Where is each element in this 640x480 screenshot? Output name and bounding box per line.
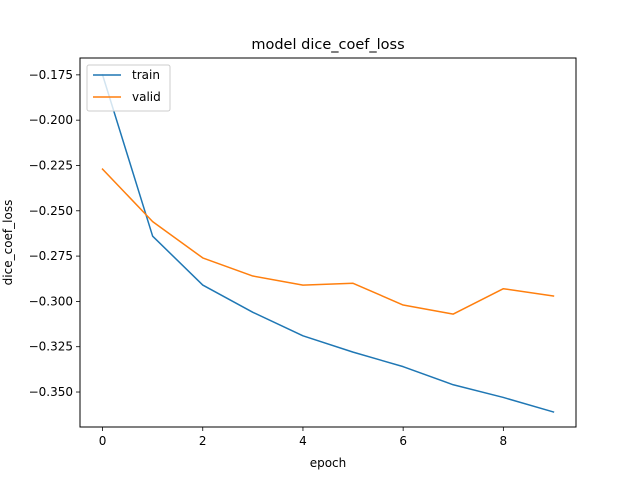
x-axis-ticks: 0 2 4 6 8: [99, 427, 507, 448]
y-axis-label: dice_coef_loss: [1, 200, 15, 286]
x-tick-label: 4: [299, 434, 307, 448]
series-line-valid: [101, 168, 555, 315]
plot-area: [80, 58, 576, 427]
series-layer: [101, 73, 555, 413]
legend-label-valid: valid: [132, 90, 161, 104]
y-tick-label: −0.275: [29, 249, 73, 263]
y-tick-label: −0.350: [29, 385, 73, 399]
y-tick-label: −0.225: [29, 158, 73, 172]
y-axis-ticks: −0.175 −0.200 −0.225 −0.250 −0.275 −0.300 −0.3…: [29, 68, 80, 399]
y-tick-label: −0.325: [29, 340, 73, 354]
x-tick-label: 8: [500, 434, 508, 448]
x-axis-label: epoch: [310, 456, 347, 470]
series-line-train: [101, 73, 555, 413]
legend-box: [86, 64, 171, 112]
chart-title: model dice_coef_loss: [251, 37, 404, 53]
legend-label-train: train: [132, 68, 160, 82]
legend: train valid: [86, 64, 171, 112]
y-tick-label: −0.250: [29, 204, 73, 218]
y-tick-label: −0.175: [29, 68, 73, 82]
x-tick-label: 2: [199, 434, 207, 448]
plot-frame: [79, 57, 577, 428]
y-tick-label: −0.200: [29, 113, 73, 127]
x-tick-label: 6: [399, 434, 407, 448]
x-tick-label: 0: [99, 434, 107, 448]
y-tick-label: −0.300: [29, 294, 73, 308]
